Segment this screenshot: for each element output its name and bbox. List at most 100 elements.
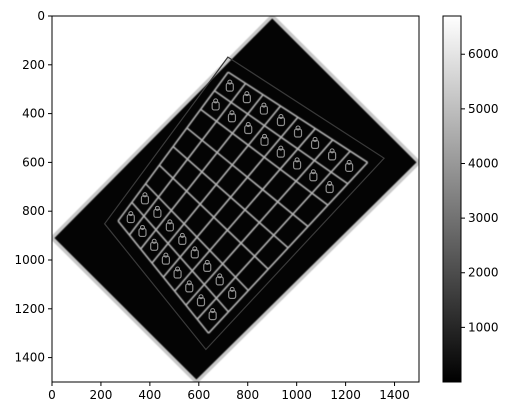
y-tick-label: 1200 bbox=[14, 302, 45, 316]
piece-edge bbox=[229, 110, 235, 116]
piece-edge bbox=[261, 102, 267, 108]
x-tick-label: 600 bbox=[187, 388, 210, 402]
x-tick-label: 800 bbox=[236, 388, 259, 402]
piece-edge bbox=[276, 116, 286, 127]
y-tick-label: 0 bbox=[37, 9, 45, 23]
piece-edge bbox=[154, 205, 160, 211]
piece-edge bbox=[346, 159, 352, 165]
piece-edge bbox=[139, 224, 145, 230]
piece-edge bbox=[165, 222, 174, 232]
piece-edge bbox=[229, 286, 235, 292]
piece-edge bbox=[126, 213, 135, 224]
x-axis: 0 200 400 600 800 1000 1200 1400 bbox=[48, 382, 410, 402]
piece-edge bbox=[204, 259, 210, 265]
piece-edge bbox=[309, 172, 318, 182]
piece-edge bbox=[213, 98, 219, 104]
y-tick-label: 800 bbox=[22, 204, 45, 218]
piece-edge bbox=[173, 269, 182, 279]
board-outer-edge bbox=[103, 56, 386, 351]
grid-line bbox=[158, 164, 269, 270]
piece-edge bbox=[225, 82, 234, 92]
piece-edge bbox=[151, 238, 157, 244]
colorbar-tick-label: 1000 bbox=[468, 320, 499, 334]
piece-edge bbox=[208, 310, 217, 321]
colorbar: 1000 2000 3000 4000 5000 6000 bbox=[442, 15, 499, 383]
rotated-border-edge bbox=[52, 16, 419, 382]
piece-edge bbox=[198, 294, 204, 300]
piece-edge bbox=[210, 308, 216, 314]
piece-edge bbox=[167, 219, 173, 225]
piece-edge bbox=[310, 169, 316, 175]
grid-line bbox=[185, 139, 334, 306]
piece-edge bbox=[175, 266, 181, 272]
rotated-image-region bbox=[52, 16, 419, 382]
piece-edge bbox=[345, 162, 354, 172]
x-tick-label: 0 bbox=[48, 388, 56, 402]
y-tick-label: 1000 bbox=[14, 253, 45, 267]
piece-edge bbox=[142, 192, 148, 198]
y-tick-label: 1400 bbox=[14, 351, 45, 365]
colorbar-tick-label: 4000 bbox=[468, 156, 499, 170]
piece-edge bbox=[276, 148, 285, 158]
piece-edge bbox=[327, 181, 333, 187]
piece-edge bbox=[153, 208, 162, 218]
y-tick-label: 600 bbox=[22, 155, 45, 169]
piece-edge bbox=[215, 276, 224, 286]
piece-edge bbox=[163, 252, 169, 258]
y-tick-label: 400 bbox=[22, 107, 45, 121]
grid-line bbox=[227, 71, 369, 164]
grid-line bbox=[131, 201, 230, 313]
piece-edge bbox=[227, 79, 233, 85]
heatmap-image bbox=[52, 16, 419, 382]
piece-edge bbox=[329, 148, 335, 154]
grid-line bbox=[172, 145, 289, 249]
colorbar-gradient bbox=[442, 15, 462, 383]
grid-line bbox=[208, 161, 369, 334]
piece-edge bbox=[190, 249, 199, 259]
piece-edge bbox=[292, 160, 302, 170]
x-tick-label: 1200 bbox=[330, 388, 361, 402]
piece-edge bbox=[260, 136, 269, 146]
piece-edge bbox=[196, 297, 206, 307]
piece-edge bbox=[227, 113, 237, 123]
piece-edge bbox=[138, 227, 147, 238]
piece-edge bbox=[245, 122, 251, 128]
piece-edge bbox=[192, 246, 198, 252]
piece-edge bbox=[203, 262, 212, 272]
piece-edge bbox=[178, 235, 187, 245]
colorbar-tick-label: 3000 bbox=[468, 211, 499, 225]
piece-edge bbox=[128, 211, 134, 217]
piece-edge bbox=[312, 136, 318, 142]
x-tick-label: 1400 bbox=[379, 388, 410, 402]
piece-edge bbox=[325, 183, 334, 194]
piece-edge bbox=[244, 91, 250, 97]
piece-edge bbox=[259, 105, 269, 115]
piece-edge bbox=[244, 124, 253, 135]
piece-edge bbox=[278, 145, 284, 151]
piece-edge bbox=[294, 157, 300, 163]
piece-edge bbox=[278, 114, 284, 120]
grid-line bbox=[145, 183, 249, 292]
grid-line bbox=[174, 128, 316, 292]
y-axis: 0 200 400 600 800 1000 1200 1400 bbox=[14, 9, 52, 365]
piece-edge bbox=[242, 94, 251, 104]
piece-edge bbox=[185, 283, 194, 293]
piece-edge bbox=[217, 273, 223, 279]
y-tick-label: 200 bbox=[22, 58, 45, 72]
piece-edge bbox=[228, 289, 237, 300]
piece-edge bbox=[262, 133, 268, 139]
piece-edge bbox=[328, 151, 337, 161]
x-tick-label: 400 bbox=[138, 388, 161, 402]
chessboard-grid bbox=[117, 71, 369, 334]
grid-line bbox=[196, 150, 351, 320]
axes-frame bbox=[51, 15, 420, 383]
x-tick-label: 200 bbox=[89, 388, 112, 402]
colorbar-tick-label: 5000 bbox=[468, 102, 499, 116]
colorbar-tick-label: 2000 bbox=[468, 266, 499, 280]
x-tick-label: 1000 bbox=[281, 388, 312, 402]
chess-pieces-edges bbox=[126, 79, 354, 321]
piece-edge bbox=[211, 101, 220, 111]
piece-edge bbox=[161, 255, 170, 265]
grid-line bbox=[117, 220, 210, 334]
